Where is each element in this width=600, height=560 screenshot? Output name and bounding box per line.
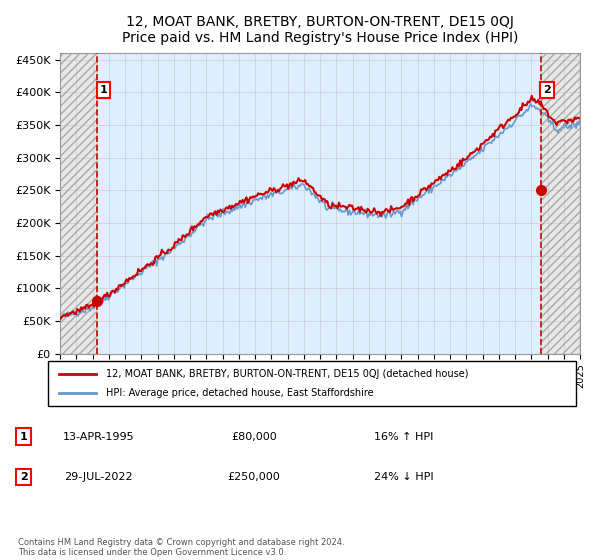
Bar — [60, 53, 97, 353]
Title: 12, MOAT BANK, BRETBY, BURTON-ON-TRENT, DE15 0QJ
Price paid vs. HM Land Registry: 12, MOAT BANK, BRETBY, BURTON-ON-TRENT, … — [122, 15, 518, 45]
Text: £250,000: £250,000 — [227, 472, 280, 482]
Text: Contains HM Land Registry data © Crown copyright and database right 2024.
This d: Contains HM Land Registry data © Crown c… — [18, 538, 344, 557]
Bar — [60, 53, 97, 353]
Bar — [541, 53, 580, 353]
Text: 29-JUL-2022: 29-JUL-2022 — [64, 472, 133, 482]
Text: £80,000: £80,000 — [231, 432, 277, 442]
Text: 12, MOAT BANK, BRETBY, BURTON-ON-TRENT, DE15 0QJ (detached house): 12, MOAT BANK, BRETBY, BURTON-ON-TRENT, … — [106, 368, 469, 379]
Text: 24% ↓ HPI: 24% ↓ HPI — [374, 472, 433, 482]
Text: 1: 1 — [20, 432, 28, 442]
FancyBboxPatch shape — [48, 361, 576, 406]
Text: 16% ↑ HPI: 16% ↑ HPI — [374, 432, 433, 442]
Text: 2: 2 — [20, 472, 28, 482]
Text: 2: 2 — [543, 85, 551, 95]
Bar — [541, 53, 580, 353]
Text: 13-APR-1995: 13-APR-1995 — [62, 432, 134, 442]
Text: HPI: Average price, detached house, East Staffordshire: HPI: Average price, detached house, East… — [106, 389, 374, 399]
Text: 1: 1 — [100, 85, 107, 95]
